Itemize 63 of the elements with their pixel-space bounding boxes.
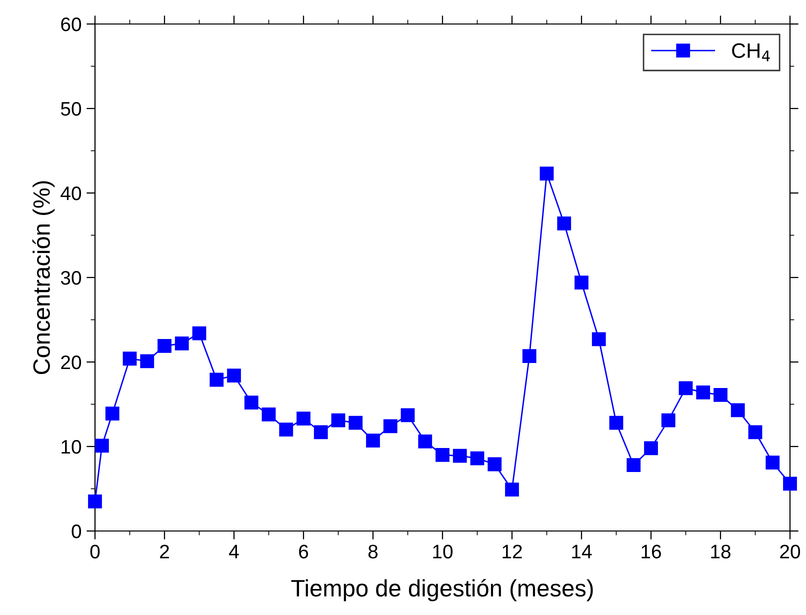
y-tick-label: 0 [72,524,82,538]
point [105,406,120,420]
point [730,403,745,418]
point [244,396,258,410]
point [557,216,572,230]
point [644,441,658,456]
point [436,448,450,462]
point [696,385,710,400]
point [122,352,137,366]
point [574,276,588,290]
y-tick-label: 20 [61,355,82,370]
point [314,425,328,440]
y-axis-title: Concentración (%) [32,181,55,374]
point [279,422,294,437]
point [348,416,363,430]
point [470,451,484,466]
point [609,416,624,430]
x-tick-label: 4 [229,544,239,558]
y-tick-label: 10 [62,440,82,454]
point [383,419,398,434]
point [95,438,109,453]
x-tick-label: 20 [780,544,800,558]
point [418,434,432,448]
x-tick-label: 12 [502,544,522,558]
point [748,425,762,440]
y-tick-label: 60 [61,17,82,32]
point [227,368,241,382]
y-tick-label: 30 [60,270,82,285]
point [366,434,380,448]
point [210,372,224,387]
point [140,354,154,368]
x-tick-label: 10 [433,544,453,558]
point [296,412,310,426]
point [505,482,519,497]
x-tick-label: 8 [368,544,378,558]
point [626,458,641,472]
point [678,381,693,396]
x-tick-label: 6 [299,544,308,558]
point [262,407,276,422]
point [661,413,676,428]
point [88,494,102,508]
point [174,336,189,350]
x-tick-label: 18 [711,544,730,558]
point [766,456,780,470]
point [522,349,536,364]
x-tick-label: 0 [90,544,100,558]
x-tick-label: 16 [642,544,661,558]
legend-label: CH$_{4}$ [732,43,770,62]
point [714,388,728,402]
y-tick-label: 40 [60,186,82,200]
point [783,476,797,491]
y-tick-label: 50 [60,102,82,116]
x-axis-title: Tiempo de digestión (meses) [291,578,593,602]
point [540,166,554,181]
x-tick-label: 14 [572,544,592,558]
point [452,448,467,463]
point [400,408,415,422]
point [331,413,346,428]
point [192,326,206,340]
point [158,339,172,353]
point [592,332,606,346]
x-tick-label: 2 [160,544,169,558]
point [488,457,502,472]
